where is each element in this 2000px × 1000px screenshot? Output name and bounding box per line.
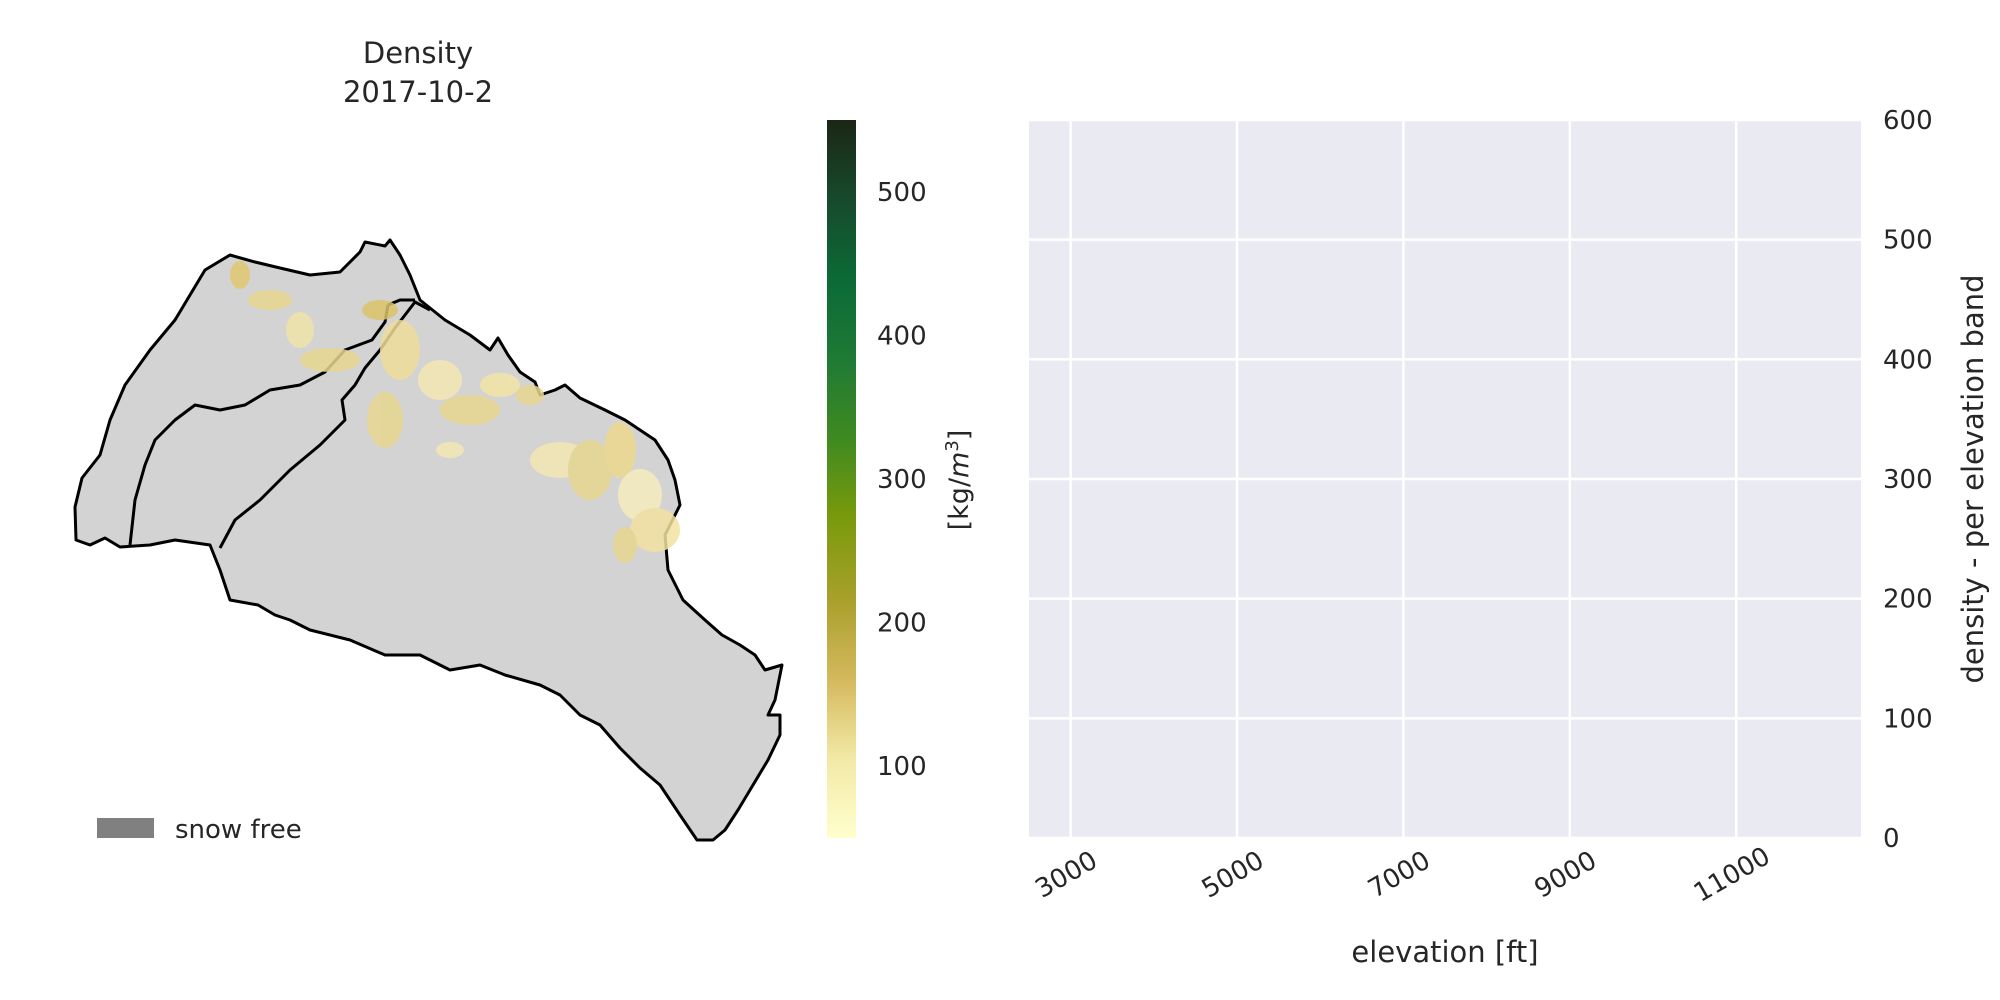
map-subtitle: 2017-10-2 <box>343 75 493 109</box>
colorbar-tick-label: 200 <box>877 609 927 639</box>
colorbar-tick-label: 100 <box>877 752 927 782</box>
plot-gridlines <box>1029 118 1861 840</box>
y-tick-label: 300 <box>1883 465 1933 495</box>
colorbar-tick-label: 300 <box>877 465 927 495</box>
subbasin-boundary-west <box>128 304 390 546</box>
legend-label-snow-free: snow free <box>175 815 302 845</box>
y-tick-label: 0 <box>1883 824 1900 854</box>
colorbar-tick-label: 500 <box>877 178 927 208</box>
colorbar-ticks: 100 200 300 400 500 <box>877 178 927 782</box>
y-tick-label: 500 <box>1883 226 1933 256</box>
x-tick-label: 9000 <box>1530 846 1602 905</box>
colorbar-label: [kg/m3] <box>942 430 975 531</box>
y-tick-label: 400 <box>1883 345 1933 375</box>
map-title: Density <box>363 36 473 70</box>
y-axis-label: density - per elevation band <box>1956 274 1990 683</box>
basin-main <box>73 238 784 842</box>
snow-density-patches <box>230 261 680 563</box>
y-tick-label: 200 <box>1883 585 1933 615</box>
x-tick-label: 3000 <box>1030 846 1102 905</box>
y-tick-label: 600 <box>1883 106 1933 136</box>
y-tick-label: 100 <box>1883 704 1933 734</box>
legend-swatch-snow-free <box>97 818 154 838</box>
colorbar-tick-label: 400 <box>877 321 927 351</box>
x-tick-label: 7000 <box>1363 846 1435 905</box>
x-tick-labels: 3000 5000 7000 9000 11000 <box>1030 841 1775 908</box>
x-tick-label: 5000 <box>1197 846 1269 905</box>
y-tick-labels: 0 100 200 300 400 500 600 <box>1883 106 1933 854</box>
x-axis-label: elevation [ft] <box>1351 935 1538 969</box>
basin-map <box>73 238 784 842</box>
x-tick-label: 11000 <box>1689 841 1776 908</box>
colorbar <box>827 120 856 838</box>
